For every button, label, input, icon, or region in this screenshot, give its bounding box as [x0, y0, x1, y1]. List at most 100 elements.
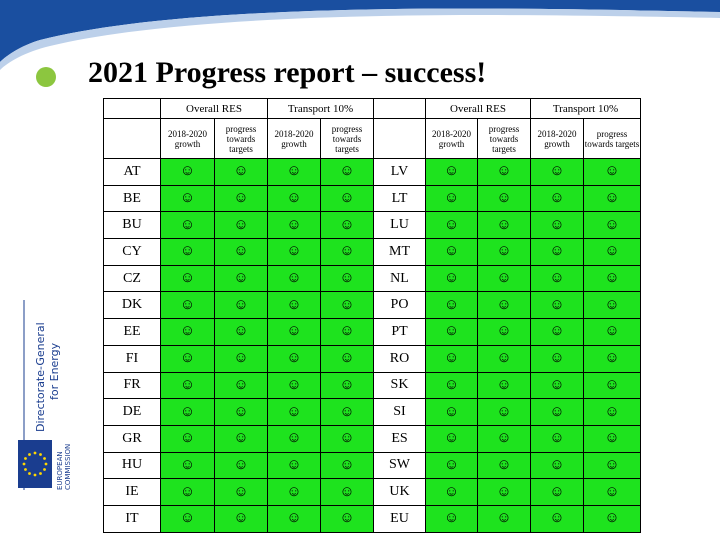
country-cell: PO	[373, 291, 426, 320]
status-cell: ☺	[214, 291, 268, 320]
status-cell: ☺	[160, 504, 215, 533]
status-cell: ☺	[320, 318, 374, 346]
bullet	[36, 67, 56, 87]
status-cell: ☺	[160, 291, 215, 320]
status-cell: ☺	[425, 291, 478, 320]
status-cell: ☺	[214, 264, 268, 293]
country-cell: FR	[103, 371, 161, 400]
status-cell: ☺	[530, 398, 584, 426]
status-cell: ☺	[267, 504, 321, 533]
status-cell: ☺	[160, 424, 215, 453]
country-cell: GR	[103, 424, 161, 453]
country-cell: UK	[373, 478, 426, 506]
status-cell: ☺	[530, 478, 584, 506]
header-cell: progress towards targets	[477, 118, 531, 159]
top-band-light	[0, 8, 720, 71]
star	[43, 457, 46, 460]
status-cell: ☺	[320, 291, 374, 320]
country-cell: SK	[373, 371, 426, 400]
header-cell: progress towards targets	[320, 118, 374, 159]
country-cell: CY	[103, 238, 161, 266]
status-cell: ☺	[530, 318, 584, 346]
status-cell: ☺	[160, 371, 215, 400]
status-cell: ☺	[267, 371, 321, 400]
star	[24, 468, 27, 471]
status-cell: ☺	[477, 344, 531, 373]
status-cell: ☺	[267, 264, 321, 293]
header-cell: Transport 10%	[530, 98, 641, 119]
header-cell	[373, 118, 426, 159]
data-row: DK ☺ ☺ ☺ ☺ PO ☺ ☺ ☺ ☺	[103, 291, 641, 320]
status-cell: ☺	[267, 238, 321, 266]
status-cell: ☺	[160, 211, 215, 240]
status-cell: ☺	[320, 371, 374, 400]
status-cell: ☺	[583, 184, 641, 213]
status-cell: ☺	[320, 211, 374, 240]
data-row: FR ☺ ☺ ☺ ☺ SK ☺ ☺ ☺ ☺	[103, 371, 641, 400]
status-cell: ☺	[477, 291, 531, 320]
country-cell: SI	[373, 398, 426, 426]
status-cell: ☺	[214, 211, 268, 240]
status-cell: ☺	[477, 398, 531, 426]
status-cell: ☺	[425, 371, 478, 400]
status-cell: ☺	[160, 478, 215, 506]
status-cell: ☺	[160, 398, 215, 426]
star	[22, 462, 26, 466]
status-cell: ☺	[477, 238, 531, 266]
country-cell: LT	[373, 184, 426, 213]
header-cell: 2018-2020 growth	[425, 118, 478, 159]
status-cell: ☺	[214, 424, 268, 453]
title: 2021 Progress report – success!	[88, 56, 487, 89]
commission-text: EUROPEAN	[56, 451, 64, 490]
status-cell: ☺	[477, 504, 531, 533]
header-cell	[373, 98, 426, 119]
status-cell: ☺	[425, 478, 478, 506]
status-cell: ☺	[214, 478, 268, 506]
header-cell: 2018-2020 growth	[530, 118, 584, 159]
status-cell: ☺	[425, 398, 478, 426]
status-cell: ☺	[530, 344, 584, 373]
data-row: AT ☺ ☺ ☺ ☺ LV ☺ ☺ ☺ ☺	[103, 158, 641, 186]
status-cell: ☺	[583, 451, 641, 480]
country-cell: EU	[373, 504, 426, 533]
country-cell: IT	[103, 504, 161, 533]
data-row: HU ☺ ☺ ☺ ☺ SW ☺ ☺ ☺ ☺	[103, 451, 641, 480]
header-cell: Overall RES	[425, 98, 531, 119]
status-cell: ☺	[214, 371, 268, 400]
status-cell: ☺	[320, 184, 374, 213]
status-cell: ☺	[425, 318, 478, 346]
data-row: BE ☺ ☺ ☺ ☺ LT ☺ ☺ ☺ ☺	[103, 184, 641, 213]
country-cell: LU	[373, 211, 426, 240]
country-cell: NL	[373, 264, 426, 293]
status-cell: ☺	[530, 291, 584, 320]
dg-sub-text: for Energy	[48, 342, 61, 400]
status-cell: ☺	[425, 264, 478, 293]
status-cell: ☺	[320, 478, 374, 506]
header-cell: 2018-2020 growth	[160, 118, 215, 159]
status-cell: ☺	[583, 504, 641, 533]
header-cell	[103, 118, 161, 159]
data-row: IE ☺ ☺ ☺ ☺ UK ☺ ☺ ☺ ☺	[103, 478, 641, 506]
status-cell: ☺	[530, 211, 584, 240]
status-cell: ☺	[214, 158, 268, 186]
data-row: DE ☺ ☺ ☺ ☺ SI ☺ ☺ ☺ ☺	[103, 398, 641, 426]
status-cell: ☺	[425, 211, 478, 240]
status-cell: ☺	[530, 504, 584, 533]
status-cell: ☺	[425, 238, 478, 266]
status-cell: ☺	[214, 504, 268, 533]
status-cell: ☺	[320, 238, 374, 266]
country-cell: EE	[103, 318, 161, 346]
status-cell: ☺	[583, 371, 641, 400]
progress-table: Overall RES Transport 10% Overall RES Trans…	[103, 98, 641, 533]
status-cell: ☺	[320, 158, 374, 186]
status-cell: ☺	[267, 211, 321, 240]
star	[44, 462, 48, 466]
data-row: EE ☺ ☺ ☺ ☺ PT ☺ ☺ ☺ ☺	[103, 318, 641, 346]
status-cell: ☺	[160, 264, 215, 293]
status-cell: ☺	[477, 264, 531, 293]
status-cell: ☺	[477, 318, 531, 346]
country-cell: HU	[103, 451, 161, 480]
header-cell: progress towards targets	[583, 118, 641, 159]
status-cell: ☺	[583, 478, 641, 506]
